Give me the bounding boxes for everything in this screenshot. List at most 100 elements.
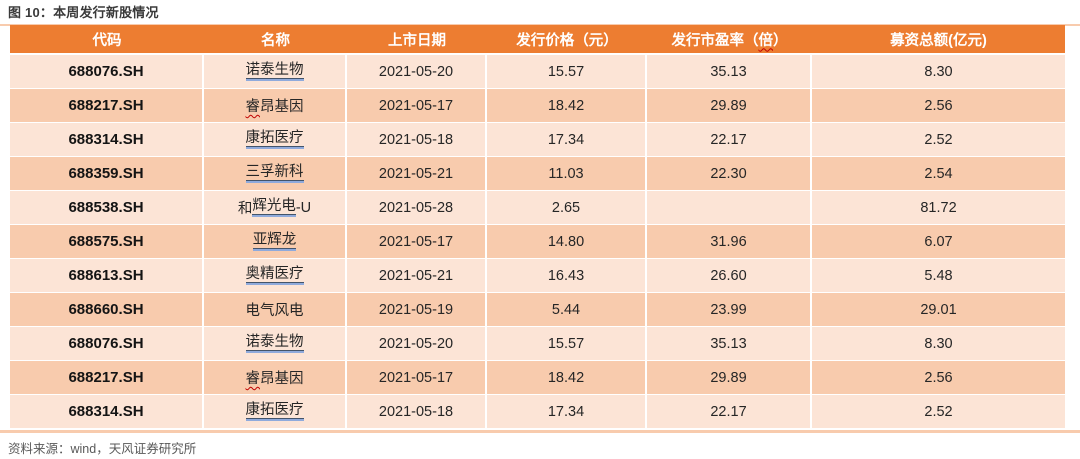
cell-amount: 5.48 <box>812 259 1065 292</box>
table-row: 688076.SH 诺泰生物 2021-05-20 15.57 35.13 8.30 <box>10 55 1065 89</box>
text-segment: 睿 <box>245 371 261 387</box>
column-header: 发行价格（元） <box>487 25 647 53</box>
cell-price: 17.34 <box>487 395 647 428</box>
table-header-row: 代码 名称 上市日期 发行价格（元） 发行市盈率（倍） 募资总额(亿元) <box>10 25 1065 55</box>
cell-pe: 26.60 <box>647 259 812 292</box>
cell-pe: 22.30 <box>647 157 812 190</box>
cell-amount: 29.01 <box>812 293 1065 326</box>
cell-date: 2021-05-17 <box>347 225 487 258</box>
cell-pe <box>647 191 812 224</box>
cell-pe: 35.13 <box>647 327 812 360</box>
cell-pe: 23.99 <box>647 293 812 326</box>
cell-name: 睿昂基因 <box>204 89 347 122</box>
cell-code: 688660.SH <box>10 293 204 326</box>
column-header: 发行市盈率（倍） <box>647 25 812 53</box>
cell-date: 2021-05-19 <box>347 293 487 326</box>
cell-code: 688314.SH <box>10 395 204 428</box>
column-header: 上市日期 <box>347 25 487 53</box>
text-segment: 电气风电 <box>245 303 304 319</box>
table-row: 688314.SH 康拓医疗 2021-05-18 17.34 22.17 2.52 <box>10 123 1065 157</box>
cell-pe: 29.89 <box>647 89 812 122</box>
text-segment: 上市日期 <box>388 32 446 49</box>
cell-code: 688613.SH <box>10 259 204 292</box>
text-segment: 睿 <box>245 99 261 115</box>
column-header: 名称 <box>204 25 347 53</box>
cell-date: 2021-05-20 <box>347 55 487 88</box>
stock-link[interactable]: 康拓医疗 <box>245 401 304 422</box>
cell-amount: 2.52 <box>812 395 1065 428</box>
cell-date: 2021-05-18 <box>347 123 487 156</box>
table-row: 688613.SH 奥精医疗 2021-05-21 16.43 26.60 5.48 <box>10 259 1065 293</box>
stock-link[interactable]: 奥精医疗 <box>245 265 304 286</box>
stock-link[interactable]: 三孚新科 <box>245 163 304 184</box>
cell-date: 2021-05-18 <box>347 395 487 428</box>
text-segment: -U <box>295 199 312 216</box>
bottom-divider <box>0 430 1080 433</box>
stock-link[interactable]: 诺泰生物 <box>245 333 304 354</box>
text-segment: 代码 <box>92 32 122 49</box>
stock-link[interactable]: 诺泰生物 <box>245 61 304 82</box>
cell-pe: 35.13 <box>647 55 812 88</box>
cell-name: 奥精医疗 <box>204 259 347 292</box>
stock-link[interactable]: 辉光电 <box>252 197 296 218</box>
text-segment: 名称 <box>261 32 290 49</box>
new-stock-table: 代码 名称 上市日期 发行价格（元） 发行市盈率（倍） 募资总额(亿元) 688076.S… <box>10 25 1065 429</box>
text-segment: 募资总额(亿元) <box>890 32 987 49</box>
cell-date: 2021-05-17 <box>347 361 487 394</box>
cell-name: 康拓医疗 <box>204 123 347 156</box>
cell-price: 14.80 <box>487 225 647 258</box>
text-segment: 发行市盈率（ <box>671 32 759 49</box>
cell-pe: 31.96 <box>647 225 812 258</box>
cell-date: 2021-05-28 <box>347 191 487 224</box>
cell-amount: 8.30 <box>812 55 1065 88</box>
cell-name: 和辉光电 -U <box>204 191 347 224</box>
cell-code: 688538.SH <box>10 191 204 224</box>
cell-price: 2.65 <box>487 191 647 224</box>
cell-price: 18.42 <box>487 89 647 122</box>
text-segment: 发行价格（元） <box>516 32 618 49</box>
cell-name: 睿昂基因 <box>204 361 347 394</box>
cell-price: 15.57 <box>487 327 647 360</box>
cell-code: 688217.SH <box>10 361 204 394</box>
cell-price: 15.57 <box>487 55 647 88</box>
cell-date: 2021-05-17 <box>347 89 487 122</box>
cell-name: 亚辉龙 <box>204 225 347 258</box>
cell-name: 诺泰生物 <box>204 55 347 88</box>
table-row: 688575.SH 亚辉龙 2021-05-17 14.80 31.96 6.07 <box>10 225 1065 259</box>
table-row: 688217.SH 睿昂基因 2021-05-17 18.42 29.89 2.56 <box>10 89 1065 123</box>
cell-price: 18.42 <box>487 361 647 394</box>
cell-amount: 6.07 <box>812 225 1065 258</box>
cell-amount: 2.56 <box>812 89 1065 122</box>
text-segment: 昂基因 <box>260 99 304 115</box>
cell-code: 688359.SH <box>10 157 204 190</box>
cell-code: 688575.SH <box>10 225 204 258</box>
cell-pe: 22.17 <box>647 123 812 156</box>
column-header: 代码 <box>10 25 204 53</box>
table-row: 688538.SH 和辉光电 -U 2021-05-28 2.65 81.72 <box>10 191 1065 225</box>
cell-name: 诺泰生物 <box>204 327 347 360</box>
cell-price: 11.03 <box>487 157 647 190</box>
table-row: 688660.SH 电气风电 2021-05-19 5.44 23.99 29.01 <box>10 293 1065 327</box>
cell-price: 17.34 <box>487 123 647 156</box>
table-row: 688076.SH 诺泰生物 2021-05-20 15.57 35.13 8.30 <box>10 327 1065 361</box>
cell-code: 688314.SH <box>10 123 204 156</box>
cell-amount: 81.72 <box>812 191 1065 224</box>
data-source: 资料来源：wind，天风证券研究所 <box>8 442 197 456</box>
cell-name: 电气风电 <box>204 293 347 326</box>
cell-price: 5.44 <box>487 293 647 326</box>
table-row: 688359.SH 三孚新科 2021-05-21 11.03 22.30 2.54 <box>10 157 1065 191</box>
figure-title: 图 10：本周发行新股情况 <box>8 5 159 20</box>
cell-date: 2021-05-21 <box>347 259 487 292</box>
cell-amount: 2.56 <box>812 361 1065 394</box>
cell-date: 2021-05-20 <box>347 327 487 360</box>
stock-link[interactable]: 亚辉龙 <box>252 231 297 252</box>
stock-link[interactable]: 康拓医疗 <box>245 129 304 150</box>
text-segment: 昂基因 <box>260 371 304 387</box>
cell-name: 三孚新科 <box>204 157 347 190</box>
cell-code: 688076.SH <box>10 327 204 360</box>
cell-amount: 2.54 <box>812 157 1065 190</box>
column-header: 募资总额(亿元) <box>812 25 1065 53</box>
table-body: 688076.SH 诺泰生物 2021-05-20 15.57 35.13 8.30 688… <box>10 55 1065 429</box>
cell-price: 16.43 <box>487 259 647 292</box>
cell-code: 688076.SH <box>10 55 204 88</box>
